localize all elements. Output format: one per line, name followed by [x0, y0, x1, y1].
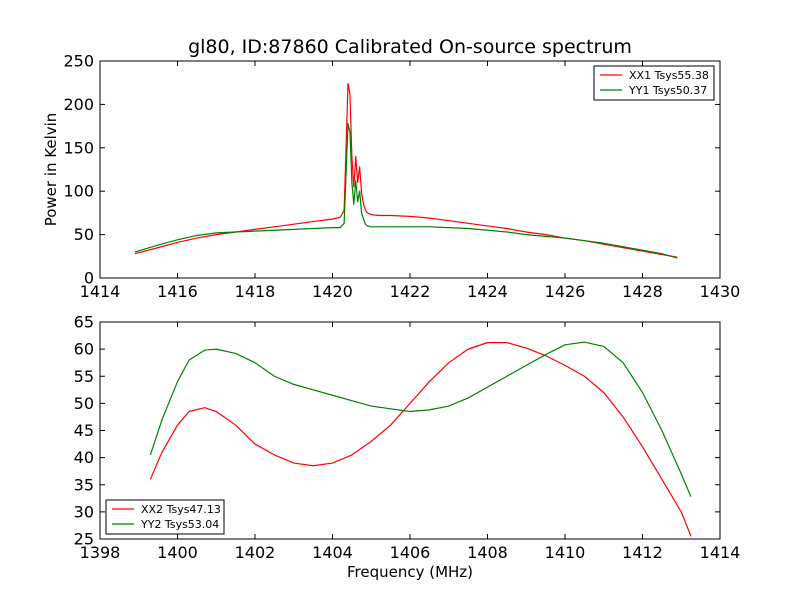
x-tick-label: 1412 — [622, 543, 663, 562]
x-tick-label: 1398 — [80, 543, 121, 562]
legend-label: XX1 Tsys55.38 — [629, 69, 709, 82]
x-tick-label: 1414 — [80, 282, 121, 301]
series-line-green-panel1 — [134, 122, 678, 259]
y-tick-label: 30 — [74, 502, 94, 521]
x-tick-label: 1408 — [467, 543, 508, 562]
legend-box — [105, 499, 225, 535]
x-tick-label: 1430 — [700, 282, 741, 301]
y-tick-label: 200 — [63, 95, 94, 114]
series-line-red-panel2 — [149, 342, 692, 537]
legend-box — [593, 65, 715, 101]
x-tick-label: 1402 — [235, 543, 276, 562]
legend-panel1: XX1 Tsys55.38 YY1 Tsys50.37 — [593, 65, 715, 101]
x-tick-label: 1418 — [235, 282, 276, 301]
legend-panel2: XX2 Tsys47.13 YY2 Tsys53.04 — [105, 499, 225, 535]
y-tick-label: 50 — [74, 225, 94, 244]
x-tick-label: 1400 — [157, 543, 198, 562]
y-tick-label: 55 — [74, 367, 94, 386]
bottom-panel: 1398 1400 1402 1404 1406 1408 1410 1412 1414 25 30… — [74, 313, 741, 563]
x-tick-label: 1410 — [545, 543, 586, 562]
series-line-red-panel1 — [134, 82, 678, 258]
series-line-green-panel2 — [149, 341, 692, 497]
y-tick-label: 35 — [74, 475, 94, 494]
x-tick-label: 1406 — [390, 543, 431, 562]
y-tick-label: 40 — [74, 448, 94, 467]
legend-label: YY1 Tsys50.37 — [628, 84, 707, 97]
x-tick-label: 1414 — [700, 543, 741, 562]
x-axis-title: Frequency (MHz) — [347, 563, 473, 581]
y-tick-label: 65 — [74, 313, 94, 332]
legend-label: YY2 Tsys53.04 — [140, 518, 219, 531]
top-panel: 1414 1416 1418 1420 1422 1424 1426 1428 1430 0 50 1… — [42, 52, 740, 302]
x-tick-label: 1424 — [467, 282, 508, 301]
y-tick-label: 25 — [74, 530, 94, 549]
y-tick-label: 45 — [74, 421, 94, 440]
y-tick-label: 0 — [84, 269, 94, 288]
y-tick-label: 100 — [63, 182, 94, 201]
y-tick-label: 250 — [63, 52, 94, 71]
x-tick-label: 1428 — [622, 282, 663, 301]
x-tick-label: 1422 — [390, 282, 431, 301]
y-tick-label: 60 — [74, 340, 94, 359]
y-tick-label: 150 — [63, 138, 94, 157]
y-tick-label: 50 — [74, 394, 94, 413]
legend-label: XX2 Tsys47.13 — [141, 503, 221, 516]
x-tick-label: 1416 — [157, 282, 198, 301]
y-axis-title-panel1: Power in Kelvin — [42, 113, 60, 227]
figure-title: gl80, ID:87860 Calibrated On-source spec… — [188, 36, 632, 58]
x-tick-label: 1420 — [312, 282, 353, 301]
x-tick-label: 1426 — [545, 282, 586, 301]
x-tick-label: 1404 — [312, 543, 353, 562]
